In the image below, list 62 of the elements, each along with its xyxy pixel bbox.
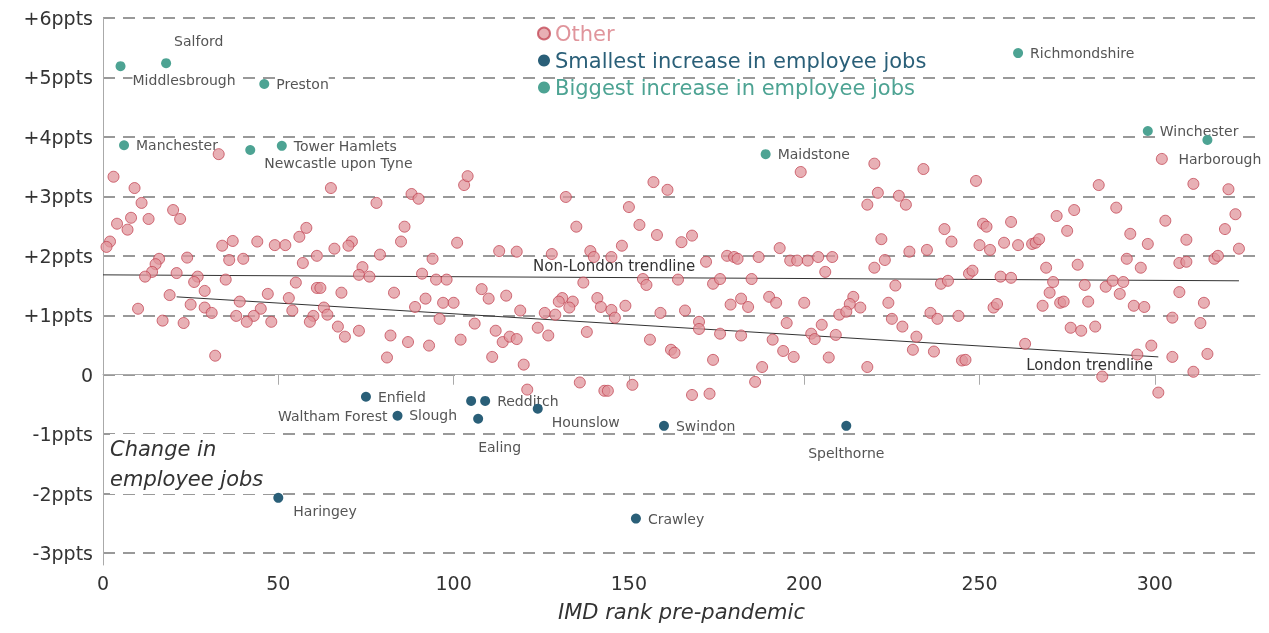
point bbox=[760, 149, 771, 160]
x-tick-label: 250 bbox=[961, 571, 998, 594]
x-tick-label: 150 bbox=[610, 571, 648, 594]
x-tick-label: 200 bbox=[786, 571, 823, 594]
annotation: Maidstone bbox=[777, 146, 850, 163]
x-tick-label: 50 bbox=[266, 571, 291, 594]
point bbox=[273, 492, 284, 503]
point bbox=[276, 140, 287, 151]
point bbox=[245, 145, 256, 155]
point bbox=[630, 513, 641, 524]
annotation: Preston bbox=[276, 76, 329, 92]
x-tick-label: 0 bbox=[96, 571, 110, 594]
annotation: Richmondshire bbox=[1030, 45, 1135, 62]
annotation: Waltham Forest bbox=[278, 407, 389, 424]
y-tick-label: +3ppts bbox=[23, 185, 93, 208]
y-tick-label: +5ppts bbox=[23, 66, 93, 89]
annotation: Tower Hamlets bbox=[292, 137, 397, 154]
series-label: Non-London trendline bbox=[533, 256, 696, 275]
annotation: Spelthorne bbox=[808, 444, 885, 461]
annotation: Ealing bbox=[478, 438, 522, 455]
annotation: Salford bbox=[174, 33, 224, 50]
annotation: Middlesbrough bbox=[132, 72, 236, 89]
x-tick-label: 100 bbox=[435, 571, 472, 594]
annotation: Winchester bbox=[1159, 122, 1239, 139]
point bbox=[392, 410, 403, 421]
point bbox=[119, 140, 130, 151]
annotation: Enfield bbox=[377, 388, 426, 405]
x-axis-title: IMD rank pre-pandemic bbox=[558, 599, 806, 624]
legend-label: Smallest increase in employee jobs bbox=[555, 48, 927, 73]
y-tick-label: +2ppts bbox=[23, 244, 93, 267]
point bbox=[360, 391, 371, 402]
annotation: Newcastle upon Tyne bbox=[264, 154, 413, 171]
point bbox=[841, 420, 852, 431]
annotation: Haringey bbox=[293, 502, 357, 519]
point bbox=[161, 58, 172, 69]
legend-label: Biggest increase in employee jobs bbox=[555, 75, 915, 100]
y-tick-label: 0 bbox=[80, 363, 93, 386]
annotation: Hounslow bbox=[551, 413, 620, 430]
y-tick-label: -2ppts bbox=[32, 482, 93, 505]
point bbox=[1142, 125, 1153, 136]
y-tick-label: +1ppts bbox=[23, 304, 93, 327]
x-tick-label: 300 bbox=[1136, 571, 1173, 594]
point bbox=[466, 395, 477, 406]
y-axis-title: Change in employee jobs bbox=[110, 437, 264, 491]
annotation: Manchester bbox=[136, 137, 219, 154]
y-tick-label: -1ppts bbox=[32, 423, 93, 446]
annotation: Swindon bbox=[675, 417, 736, 434]
point bbox=[480, 395, 491, 406]
annotation: Redditch bbox=[497, 392, 559, 409]
legend-label: Other bbox=[555, 21, 615, 46]
point bbox=[259, 79, 270, 89]
point bbox=[473, 413, 484, 424]
y-tick-label: +6ppts bbox=[23, 7, 93, 29]
point bbox=[1013, 48, 1024, 59]
y-tick-label: +4ppts bbox=[23, 125, 93, 148]
annotation: Crawley bbox=[647, 510, 705, 527]
y-tick-label: -3ppts bbox=[32, 542, 93, 565]
annotation: Slough bbox=[409, 406, 458, 423]
point bbox=[658, 420, 669, 431]
annotation: Harborough bbox=[1178, 150, 1262, 167]
point bbox=[115, 61, 126, 72]
series-label: London trendline bbox=[1026, 355, 1153, 374]
